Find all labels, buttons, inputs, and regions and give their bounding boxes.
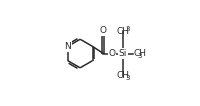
Text: CH: CH [133, 49, 146, 58]
Text: CH: CH [116, 71, 128, 80]
Text: 3: 3 [125, 75, 129, 81]
Text: 3: 3 [125, 26, 129, 32]
Text: O: O [108, 49, 115, 58]
Text: 3: 3 [137, 53, 141, 59]
Text: CH: CH [116, 27, 128, 36]
Text: O: O [99, 26, 106, 35]
Text: N: N [64, 42, 71, 51]
Text: Si: Si [118, 49, 127, 58]
